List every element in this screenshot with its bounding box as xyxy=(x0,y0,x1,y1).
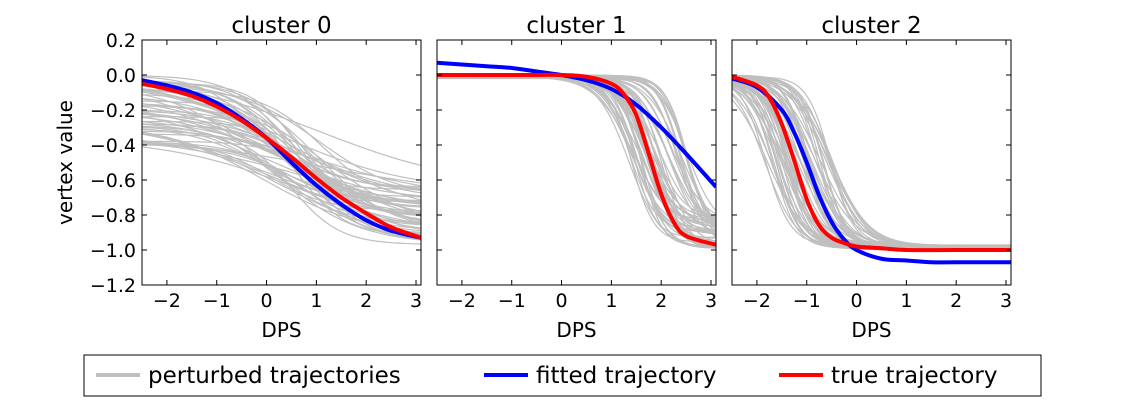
perturbed-trajectory-line xyxy=(142,80,421,208)
x-tick-label: −1 xyxy=(498,290,526,312)
true-trajectory-line xyxy=(732,74,1011,253)
perturbed-trajectory-line xyxy=(437,76,716,239)
legend-label: perturbed trajectories xyxy=(148,363,401,389)
x-tick-label: 0 xyxy=(851,290,863,312)
axes-frame xyxy=(436,39,717,286)
perturbed-trajectory-line xyxy=(142,115,421,205)
perturbed-trajectory-line xyxy=(142,85,421,191)
x-axis-label: DPS xyxy=(556,318,596,342)
plot-area xyxy=(437,60,716,249)
true-trajectory-line xyxy=(142,81,421,240)
perturbed-trajectory-line xyxy=(142,110,421,223)
y-tick-label: 0.2 xyxy=(106,30,136,52)
x-tick-label: 2 xyxy=(655,290,667,312)
perturbed-trajectory-line xyxy=(437,77,716,242)
fitted-trajectory-line xyxy=(142,78,421,240)
panel-cluster-1: −2 −1 0 1 2 3 cluster 1 DPS xyxy=(436,13,717,342)
x-tick-label: 3 xyxy=(1000,290,1012,312)
x-tick-label: 0 xyxy=(261,290,273,312)
plot-area xyxy=(732,74,1011,265)
perturbed-trajectory-line xyxy=(142,130,421,245)
perturbed-trajectory-line xyxy=(142,116,421,197)
x-tick-label: 1 xyxy=(900,290,912,312)
perturbed-trajectory-line xyxy=(437,77,716,223)
x-tick-label: −2 xyxy=(153,290,181,312)
panel-cluster-0: −2 −1 0 1 2 3 0.2 0.0 −0.2 −0.4 −0.6 −0.8 −1.0 −1.2 cl… xyxy=(53,13,422,342)
x-tick-label: 2 xyxy=(360,290,372,312)
y-tick-label: 0.0 xyxy=(106,65,136,87)
x-axis-label: DPS xyxy=(851,318,891,342)
y-tick-label: −0.8 xyxy=(90,205,136,227)
perturbed-trajectory-line xyxy=(732,88,1011,247)
y-tick-label: −0.4 xyxy=(90,135,136,157)
y-tick-label: −0.6 xyxy=(90,170,136,192)
legend-box xyxy=(83,354,1042,397)
panel-title: cluster 1 xyxy=(526,13,626,39)
y-axis-label: vertex value xyxy=(53,100,77,225)
panel-title: cluster 0 xyxy=(231,13,331,39)
panel-cluster-2: −2 −1 0 1 2 3 cluster 2 DPS xyxy=(731,13,1012,342)
legend: perturbed trajectories fitted trajectory t… xyxy=(83,354,1042,397)
y-tick-label: −0.2 xyxy=(90,100,136,122)
x-tick-label: −2 xyxy=(448,290,476,312)
panel-title: cluster 2 xyxy=(821,13,921,39)
legend-label: true trajectory xyxy=(831,363,997,389)
perturbed-trajectory-line xyxy=(142,111,421,217)
perturbed-trajectory-line xyxy=(142,94,421,230)
fitted-trajectory-line xyxy=(732,76,1011,265)
x-tick-label: 3 xyxy=(705,290,717,312)
legend-label: fitted trajectory xyxy=(536,363,717,389)
x-tick-label: 1 xyxy=(310,290,322,312)
x-tick-label: 2 xyxy=(950,290,962,312)
perturbed-trajectory-line xyxy=(142,91,421,181)
true-trajectory-line xyxy=(437,72,716,247)
axes-frame xyxy=(141,39,422,286)
x-tick-label: −1 xyxy=(203,290,231,312)
x-tick-label: 1 xyxy=(605,290,617,312)
x-tick-label: −1 xyxy=(793,290,821,312)
y-tick-label: −1.2 xyxy=(90,275,136,297)
perturbed-trajectory-line xyxy=(142,146,421,225)
x-axis-label: DPS xyxy=(261,318,301,342)
y-tick-label: −1.0 xyxy=(90,240,136,262)
x-tick-label: 3 xyxy=(410,290,422,312)
plot-area xyxy=(142,75,421,245)
axes-frame xyxy=(731,39,1012,286)
x-tick-label: −2 xyxy=(743,290,771,312)
x-tick-label: 0 xyxy=(556,290,568,312)
